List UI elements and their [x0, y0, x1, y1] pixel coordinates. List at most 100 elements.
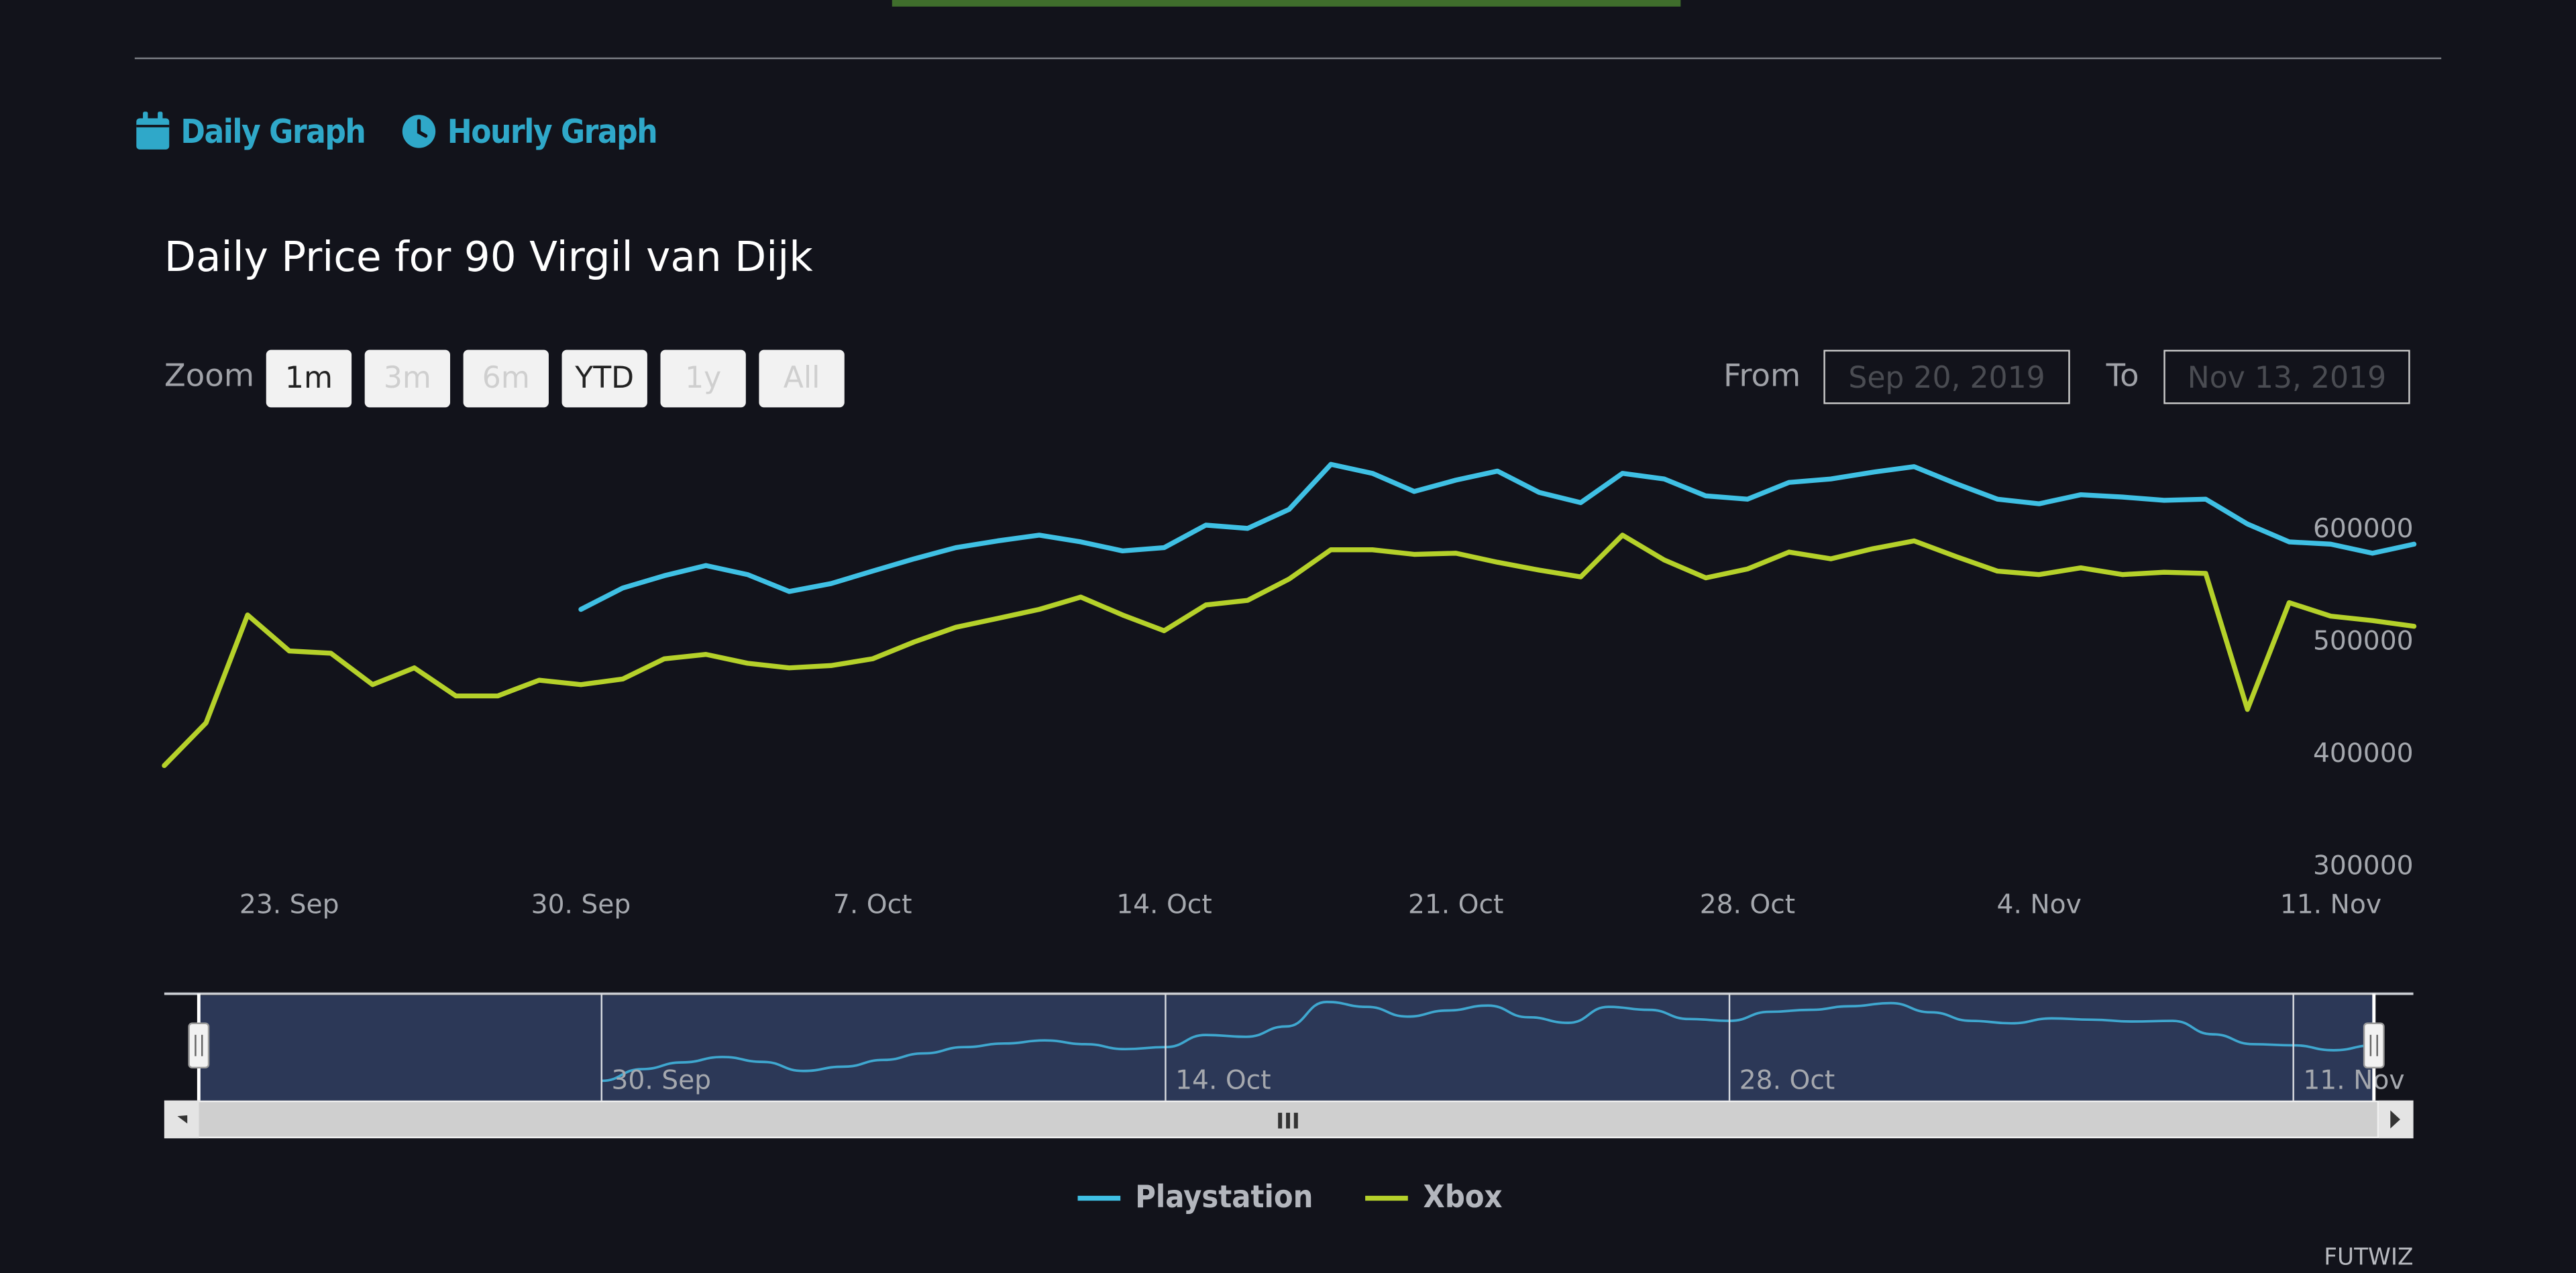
navigator-selected-range[interactable]: [199, 995, 2374, 1101]
data-point-playstation[interactable]: [1662, 476, 1666, 481]
data-point-xbox[interactable]: [1703, 575, 1708, 580]
data-point-xbox[interactable]: [1578, 574, 1583, 579]
navigator-right-handle[interactable]: [2363, 993, 2385, 1101]
data-point-playstation[interactable]: [1870, 469, 1875, 474]
data-point-xbox[interactable]: [1203, 602, 1208, 607]
scrollbar-grip[interactable]: III: [1276, 1108, 1300, 1133]
data-point-playstation[interactable]: [953, 545, 958, 550]
scrollbar-thumb[interactable]: [199, 1102, 2377, 1137]
data-point-xbox[interactable]: [828, 663, 833, 668]
data-point-xbox[interactable]: [1287, 577, 1291, 582]
data-point-xbox[interactable]: [1370, 547, 1375, 552]
data-point-playstation[interactable]: [2203, 497, 2208, 502]
data-point-playstation[interactable]: [1953, 481, 1958, 486]
data-point-xbox[interactable]: [1079, 595, 1083, 600]
data-point-xbox[interactable]: [1870, 547, 1875, 551]
data-point-xbox[interactable]: [1620, 533, 1625, 537]
zoom-button-1y[interactable]: 1y: [660, 349, 746, 408]
data-point-xbox[interactable]: [287, 649, 292, 653]
data-point-xbox[interactable]: [620, 677, 625, 681]
data-point-playstation[interactable]: [2287, 539, 2292, 544]
data-point-playstation[interactable]: [1203, 522, 1208, 527]
data-point-xbox[interactable]: [412, 665, 417, 670]
data-point-playstation[interactable]: [2078, 492, 2083, 497]
data-point-xbox[interactable]: [1162, 628, 1167, 633]
data-point-xbox[interactable]: [1037, 607, 1042, 612]
from-date-input[interactable]: Sep 20, 2019: [1823, 349, 2070, 404]
data-point-playstation[interactable]: [2037, 501, 2041, 506]
navigator[interactable]: 30. Sep 14. Oct 28. Oct 11. Nov III: [164, 992, 2414, 1139]
data-point-playstation[interactable]: [578, 607, 583, 612]
data-point-playstation[interactable]: [1287, 507, 1291, 512]
data-point-playstation[interactable]: [1454, 478, 1458, 482]
data-point-playstation[interactable]: [1912, 464, 1917, 469]
zoom-button-all[interactable]: All: [759, 349, 845, 408]
data-point-playstation[interactable]: [661, 573, 666, 578]
data-point-playstation[interactable]: [1703, 494, 1708, 498]
data-point-playstation[interactable]: [620, 586, 625, 590]
navigator-left-handle[interactable]: [188, 993, 210, 1101]
data-point-xbox[interactable]: [495, 694, 500, 698]
data-point-xbox[interactable]: [453, 694, 458, 698]
data-point-xbox[interactable]: [953, 625, 958, 630]
tab-hourly-graph[interactable]: Hourly Graph: [401, 112, 658, 151]
data-point-xbox[interactable]: [370, 682, 375, 687]
legend-item-xbox[interactable]: Xbox: [1365, 1179, 1503, 1215]
data-point-xbox[interactable]: [787, 665, 792, 670]
data-point-xbox[interactable]: [2120, 572, 2125, 577]
data-point-playstation[interactable]: [1120, 549, 1125, 553]
data-point-xbox[interactable]: [1411, 552, 1416, 557]
data-point-playstation[interactable]: [1411, 489, 1416, 494]
data-point-playstation[interactable]: [2161, 498, 2166, 502]
data-point-playstation[interactable]: [745, 572, 750, 577]
data-point-playstation[interactable]: [1745, 497, 1750, 502]
data-point-xbox[interactable]: [1786, 549, 1791, 554]
data-point-playstation[interactable]: [1828, 476, 1833, 481]
data-point-xbox[interactable]: [245, 612, 250, 617]
data-point-playstation[interactable]: [995, 539, 1000, 543]
data-point-playstation[interactable]: [1245, 526, 1250, 531]
data-point-playstation[interactable]: [704, 563, 708, 568]
data-point-xbox[interactable]: [2370, 618, 2375, 623]
data-point-xbox[interactable]: [537, 677, 541, 682]
scrollbar-left-button[interactable]: [164, 1100, 199, 1139]
series-line-xbox[interactable]: [162, 533, 2417, 769]
data-point-xbox[interactable]: [1120, 612, 1125, 617]
tab-daily-graph[interactable]: Daily Graph: [135, 111, 366, 151]
data-point-playstation[interactable]: [1578, 500, 1583, 505]
data-point-xbox[interactable]: [2078, 565, 2083, 570]
data-point-xbox[interactable]: [1454, 551, 1458, 555]
data-point-xbox[interactable]: [2328, 614, 2333, 618]
data-point-xbox[interactable]: [1495, 560, 1500, 565]
zoom-button-6m[interactable]: 6m: [463, 349, 549, 408]
data-point-playstation[interactable]: [1786, 480, 1791, 485]
data-point-playstation[interactable]: [1162, 545, 1167, 550]
data-point-xbox[interactable]: [745, 661, 750, 665]
data-point-playstation[interactable]: [1995, 497, 2000, 502]
to-date-input[interactable]: Nov 13, 2019: [2163, 349, 2410, 404]
data-point-playstation[interactable]: [1537, 490, 1542, 495]
data-point-playstation[interactable]: [787, 589, 792, 594]
data-point-xbox[interactable]: [912, 639, 916, 644]
data-point-xbox[interactable]: [1328, 547, 1333, 552]
data-point-xbox[interactable]: [1828, 556, 1833, 561]
data-point-xbox[interactable]: [2203, 571, 2208, 575]
data-point-playstation[interactable]: [1079, 539, 1083, 544]
data-point-xbox[interactable]: [329, 651, 333, 655]
data-point-playstation[interactable]: [870, 569, 875, 573]
data-point-xbox[interactable]: [1245, 598, 1250, 602]
data-point-playstation[interactable]: [912, 556, 916, 561]
zoom-button-3m[interactable]: 3m: [364, 349, 451, 408]
data-point-xbox[interactable]: [2037, 572, 2041, 577]
series-line-playstation[interactable]: [578, 461, 2417, 612]
legend-item-playstation[interactable]: Playstation: [1077, 1179, 1313, 1215]
data-point-xbox[interactable]: [203, 720, 208, 725]
data-point-playstation[interactable]: [1328, 462, 1333, 467]
data-point-xbox[interactable]: [1537, 567, 1542, 572]
zoom-button-ytd[interactable]: YTD: [561, 349, 647, 408]
data-point-playstation[interactable]: [2245, 522, 2250, 527]
data-point-playstation[interactable]: [2370, 551, 2375, 555]
zoom-button-1m[interactable]: 1m: [266, 349, 352, 408]
data-point-xbox[interactable]: [704, 652, 708, 657]
data-point-xbox[interactable]: [1745, 567, 1750, 571]
